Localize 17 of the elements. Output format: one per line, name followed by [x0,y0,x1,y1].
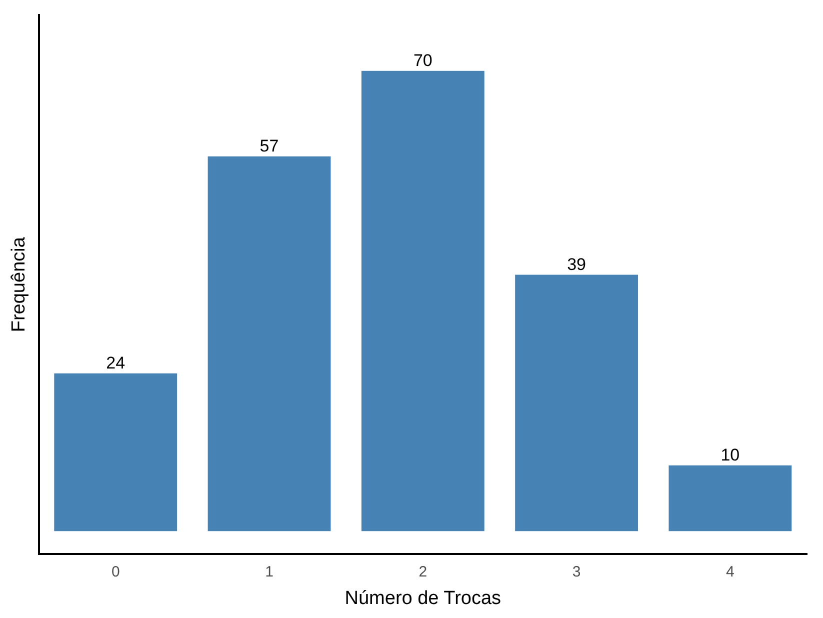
bar [54,373,178,532]
bar [668,465,792,532]
y-axis-title: Frequência [8,236,30,332]
x-tick-label: 4 [726,563,734,580]
data-label: 24 [106,354,126,373]
data-label: 10 [720,446,740,465]
x-tick-label: 0 [111,563,120,580]
x-tick-label: 2 [418,563,428,580]
bar [208,156,331,532]
x-axis-title: Número de Trocas [344,588,502,609]
bar [515,274,638,532]
data-label: 70 [413,51,432,70]
data-label: 39 [567,254,586,274]
x-tick-label: 3 [572,563,581,580]
bar [361,70,484,532]
data-label: 57 [260,136,279,156]
x-tick-label: 1 [265,563,274,580]
